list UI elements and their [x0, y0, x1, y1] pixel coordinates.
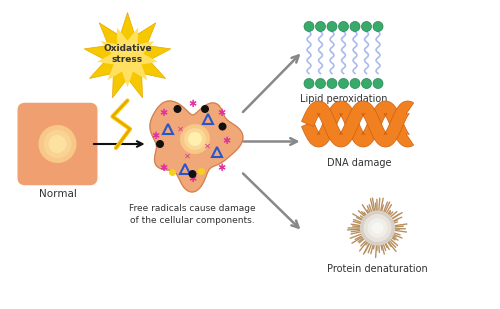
Circle shape — [218, 122, 226, 130]
Text: ✱: ✱ — [152, 131, 160, 141]
Circle shape — [350, 22, 360, 32]
Circle shape — [373, 78, 383, 88]
Polygon shape — [97, 28, 158, 87]
Circle shape — [368, 218, 388, 238]
Text: ✱: ✱ — [218, 108, 226, 118]
Text: ✱: ✱ — [160, 108, 168, 118]
Text: Protein denaturation: Protein denaturation — [327, 264, 428, 274]
Circle shape — [364, 214, 392, 242]
Circle shape — [180, 124, 210, 154]
Circle shape — [48, 135, 66, 153]
Circle shape — [350, 78, 360, 88]
Text: DNA damage: DNA damage — [326, 158, 391, 168]
Circle shape — [327, 22, 337, 32]
Text: ✱: ✱ — [188, 174, 196, 184]
Circle shape — [316, 22, 326, 32]
Polygon shape — [150, 101, 243, 192]
Circle shape — [201, 105, 209, 113]
Circle shape — [304, 22, 314, 32]
Text: Oxidative
stress: Oxidative stress — [103, 44, 152, 64]
Circle shape — [362, 22, 372, 32]
Polygon shape — [84, 12, 171, 98]
Circle shape — [304, 78, 314, 88]
Circle shape — [188, 170, 196, 178]
Circle shape — [373, 22, 383, 32]
Circle shape — [174, 105, 182, 113]
Text: Lipid peroxidation: Lipid peroxidation — [300, 95, 387, 104]
Circle shape — [362, 78, 372, 88]
Text: ✕: ✕ — [176, 125, 184, 133]
Circle shape — [338, 22, 348, 32]
Polygon shape — [302, 101, 414, 147]
Circle shape — [327, 78, 337, 88]
Text: ✱: ✱ — [188, 99, 196, 109]
Circle shape — [372, 222, 384, 234]
Circle shape — [316, 78, 326, 88]
Polygon shape — [302, 101, 414, 147]
Text: Free radicals cause damage
of the cellular components.: Free radicals cause damage of the cellul… — [129, 204, 256, 225]
Circle shape — [184, 128, 206, 150]
Text: ✱: ✱ — [160, 163, 168, 173]
Text: ✕: ✕ — [204, 142, 211, 151]
Text: ✱: ✱ — [218, 163, 226, 173]
Text: ✱: ✱ — [222, 137, 230, 146]
Circle shape — [198, 168, 205, 175]
Circle shape — [338, 78, 348, 88]
FancyBboxPatch shape — [18, 103, 98, 185]
Circle shape — [360, 210, 395, 245]
Circle shape — [44, 130, 72, 158]
Circle shape — [156, 140, 164, 148]
Circle shape — [188, 132, 202, 146]
Text: Normal: Normal — [38, 189, 76, 199]
Circle shape — [169, 169, 176, 176]
Circle shape — [38, 125, 76, 163]
Text: ✕: ✕ — [184, 152, 191, 161]
